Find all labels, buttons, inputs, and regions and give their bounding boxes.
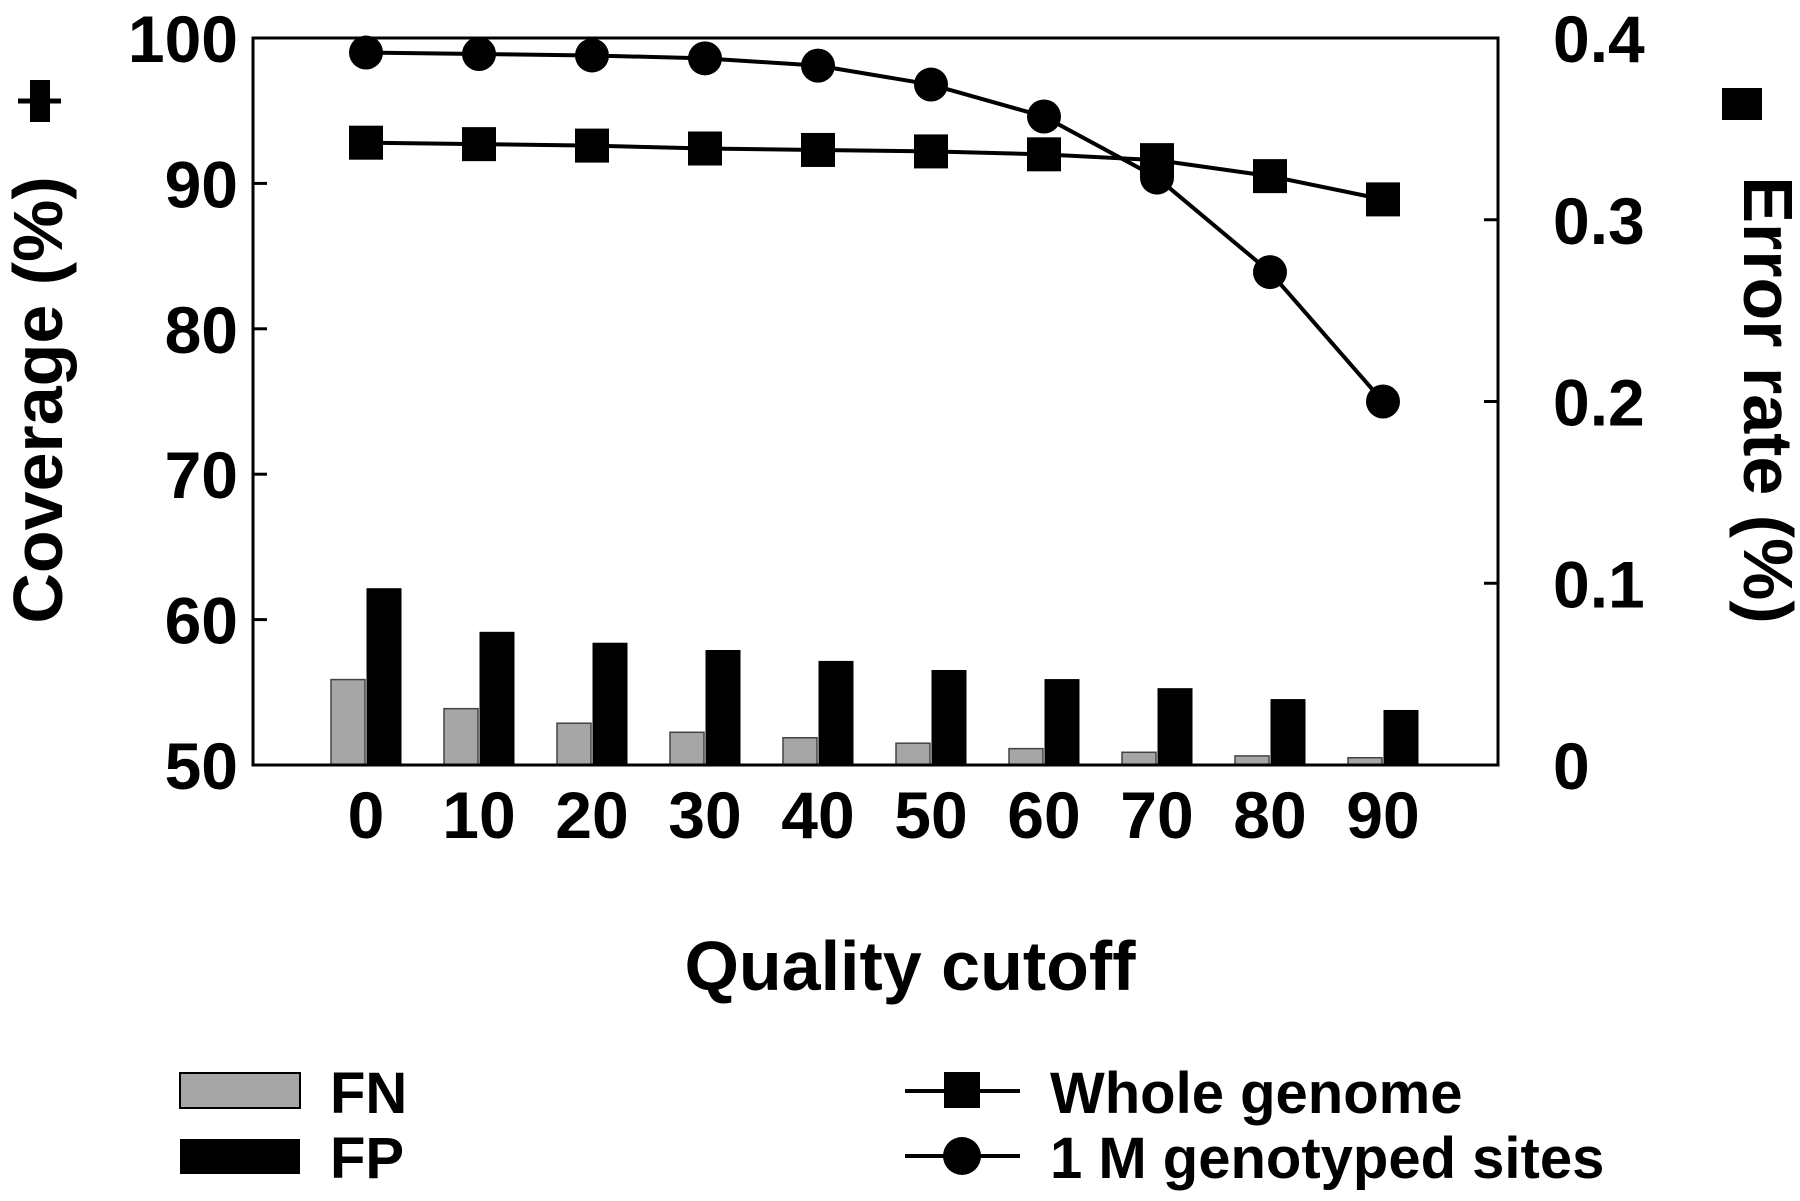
y-left-tick-label-90: 90: [165, 147, 238, 221]
x-tick-label-20: 20: [555, 778, 628, 852]
y-right-tick-label-0.2: 0.2: [1553, 366, 1645, 440]
bar-fn-30: [669, 731, 705, 766]
x-axis-title: Quality cutoff: [684, 927, 1136, 1005]
y-left-tick-label-70: 70: [165, 438, 238, 512]
line-genotyped-sites: [365, 50, 1385, 403]
bar-fp-40: [818, 660, 854, 766]
y-right-tick-label-0.1: 0.1: [1553, 547, 1645, 621]
bar-fn-60: [1008, 747, 1044, 766]
point-genotyped-sites-70: [1140, 160, 1174, 195]
y-right-title-marker: [1722, 88, 1762, 120]
x-tick-label-0: 0: [348, 778, 385, 852]
bar-fn-50: [895, 742, 931, 766]
point-genotyped-sites-40: [801, 48, 835, 83]
bar-fp-30: [705, 649, 741, 766]
point-whole-genome-80: [1253, 159, 1287, 194]
y-right-tick-label-0.3: 0.3: [1553, 184, 1645, 258]
point-genotyped-sites-30: [688, 41, 722, 76]
point-genotyped-sites-20: [575, 38, 609, 73]
bar-fn-10: [443, 707, 479, 766]
bars-layer: [330, 588, 1419, 766]
point-genotyped-sites-10: [462, 36, 496, 71]
point-whole-genome-60: [1027, 137, 1061, 172]
point-whole-genome-90: [1366, 182, 1400, 217]
point-whole-genome-20: [575, 128, 609, 163]
point-whole-genome-40: [801, 132, 835, 167]
y-left-tick-label-60: 60: [165, 584, 238, 658]
point-whole-genome-50: [914, 134, 948, 169]
bar-fp-70: [1157, 688, 1193, 766]
bar-fn-70: [1121, 751, 1157, 766]
y-left-title-marker-square: [30, 80, 50, 122]
bar-fp-60: [1044, 679, 1080, 766]
point-genotyped-sites-50: [914, 67, 948, 102]
x-tick-label-50: 50: [894, 778, 967, 852]
x-tick-label-30: 30: [668, 778, 741, 852]
y-left-tick-label-50: 50: [165, 729, 238, 803]
x-tick-label-40: 40: [781, 778, 854, 852]
legend-marker-whole-genome-square: [944, 1072, 980, 1108]
legend-label-fp: FP: [330, 1126, 404, 1191]
lines-layer: [349, 35, 1400, 419]
legend-label-genotyped-sites: 1 M genotyped sites: [1050, 1126, 1604, 1191]
bar-fn-20: [556, 722, 592, 766]
legend-label-fn: FN: [330, 1061, 407, 1126]
point-genotyped-sites-90: [1366, 384, 1400, 419]
point-genotyped-sites-80: [1253, 255, 1287, 290]
line-whole-genome: [365, 140, 1384, 202]
point-whole-genome-10: [462, 127, 496, 162]
bar-fp-20: [592, 642, 628, 766]
bar-fp-0: [366, 588, 402, 766]
x-tick-label-10: 10: [442, 778, 515, 852]
legend-swatch-fn: [179, 1072, 301, 1109]
legend: FN FP Whole genome 1 M genotyped sites: [179, 1061, 1604, 1191]
point-whole-genome-0: [349, 125, 383, 160]
legend-swatch-fp: [180, 1139, 300, 1174]
bar-fp-50: [931, 669, 967, 766]
bar-fp-80: [1270, 699, 1306, 766]
legend-label-whole-genome: Whole genome: [1050, 1061, 1462, 1126]
y-left-tick-label-100: 100: [128, 2, 238, 76]
bar-fn-0: [330, 678, 366, 766]
y-axis-left-title: Coverage (%): [0, 176, 77, 623]
y-right-tick-label-0: 0: [1553, 729, 1590, 803]
x-tick-label-60: 60: [1007, 778, 1080, 852]
x-tick-label-70: 70: [1120, 778, 1193, 852]
y-left-title-marker: [18, 80, 61, 122]
bar-fn-40: [782, 736, 818, 766]
legend-marker-whole-genome: [905, 1072, 1020, 1108]
bar-fp-90: [1383, 709, 1419, 766]
y-left-tick-label-80: 80: [165, 293, 238, 367]
ticks-layer: 50 60 70 80 90 100 0 0.1 0.2 0.3 0.4 0 10 20 30 40 50 60 7…: [128, 2, 1645, 852]
point-whole-genome-30: [688, 131, 722, 166]
x-tick-label-80: 80: [1233, 778, 1306, 852]
legend-marker-genotyped-sites: [905, 1137, 1020, 1175]
x-tick-label-90: 90: [1346, 778, 1419, 852]
legend-marker-genotyped-sites-circle: [943, 1137, 981, 1175]
point-genotyped-sites-0: [349, 35, 383, 70]
bar-fp-10: [479, 631, 515, 766]
y-right-tick-label-0.4: 0.4: [1553, 2, 1645, 76]
point-genotyped-sites-60: [1027, 99, 1061, 134]
y-axis-right-title: Error rate (%): [1729, 176, 1800, 623]
